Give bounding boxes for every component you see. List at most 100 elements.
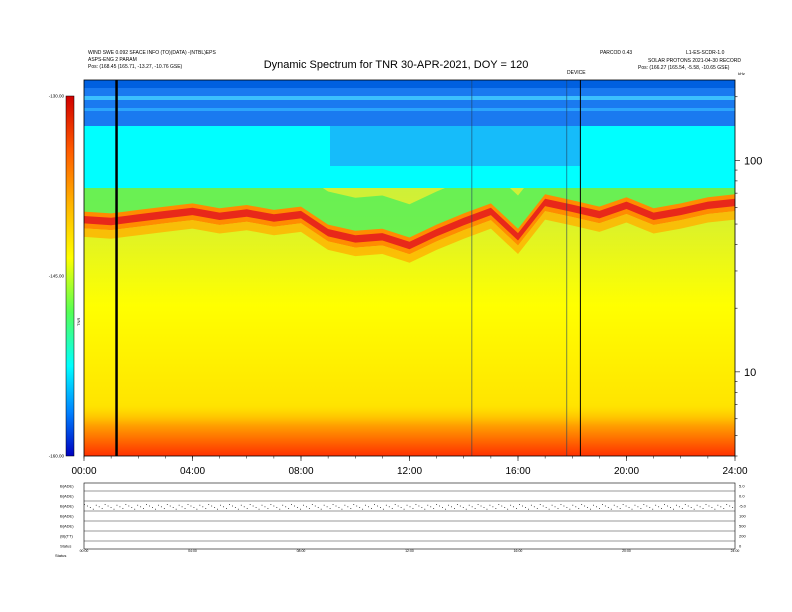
lower-panel-dot [329, 508, 331, 509]
lower-panel-dot [240, 504, 242, 506]
lower-panel-dot [587, 507, 588, 508]
lower-panel-dot [371, 508, 372, 509]
lower-panel-dot [385, 504, 387, 506]
lower-panel-row-label: B(ADE) [60, 514, 74, 519]
lower-panel-dot [415, 504, 417, 505]
colorbar-label: TNR [76, 318, 81, 326]
lower-panel-dot [599, 508, 600, 509]
lower-panel-dot [566, 507, 568, 508]
lower-panel-dot [578, 508, 580, 509]
lower-panel-dot [308, 508, 310, 509]
lower-panel-dot [267, 508, 269, 509]
lower-panel-dot [539, 504, 541, 505]
lower-panel-dot [421, 507, 423, 508]
lower-panel-row-value: 100 [739, 514, 746, 519]
lower-panel-dot [619, 508, 621, 509]
lower-panel-dot [297, 507, 298, 508]
lower-panel-dot [202, 506, 204, 508]
lower-panel-dot [172, 507, 174, 508]
lower-panel-dot [596, 506, 597, 508]
lower-panel-dot [160, 506, 162, 508]
lower-panel-dot [205, 508, 207, 509]
lower-panel-dot [510, 504, 512, 506]
lower-panel-dot [388, 506, 390, 508]
lower-panel-dot [220, 504, 221, 506]
cyan-stripe-2 [84, 108, 735, 111]
lower-panel-dot [134, 508, 136, 510]
lower-panel-dot [368, 506, 369, 508]
lower-panel-dot [166, 504, 168, 505]
lower-panel-dot [714, 508, 716, 510]
y-axis-tick-label: 100 [744, 155, 762, 167]
lower-panel-dot [720, 506, 722, 508]
lower-panel-dot [495, 508, 497, 509]
lower-panel-dot [584, 505, 586, 507]
lower-panel-dot [155, 508, 156, 510]
lower-panel-dot [637, 506, 639, 508]
lower-panel-dot [640, 508, 642, 509]
blue-extension [330, 126, 580, 166]
lower-panel-dot [344, 504, 346, 506]
lower-panel-row-value: 500 [739, 524, 746, 529]
yellow-band-edge [84, 211, 735, 263]
lower-panel-dot [433, 508, 435, 509]
lower-panel-row-label: B(ADE) [60, 484, 74, 489]
lower-panel-dot [382, 508, 384, 510]
lower-panel-dot [110, 507, 112, 508]
lower-panel-dot [311, 504, 313, 505]
lower-panel-dot [519, 504, 520, 505]
lower-panel-dot [726, 504, 728, 505]
lower-panel-dot [249, 504, 251, 505]
lower-panel-dot [86, 505, 88, 507]
lower-panel-row-label: Status [60, 544, 71, 549]
lower-panel-dot [107, 505, 109, 507]
lower-panel-dot [628, 507, 630, 508]
lower-panel-dot [513, 506, 514, 508]
lower-panel-dot [655, 504, 657, 506]
x-axis-tick-label: 16:00 [505, 466, 530, 477]
lower-panel-dot [649, 507, 651, 508]
lower-panel-dot [667, 505, 668, 507]
lower-panel-x-tick-label: 20:00 [622, 549, 631, 553]
lower-panel-x-tick-label: 24:00 [731, 549, 740, 553]
red-band [84, 198, 735, 250]
lower-panel-dot [462, 507, 464, 508]
lower-panel-dot [522, 505, 523, 507]
lower-panel-dot [320, 508, 322, 510]
y-axis-ticks: 10 100 [735, 96, 762, 457]
lower-panel-dot [501, 505, 503, 507]
lower-panel-dot [643, 504, 645, 505]
lower-panel-dot [217, 508, 218, 510]
lower-panel-dot [424, 508, 426, 510]
low-frequency-band [84, 405, 735, 456]
lower-panel-dot [187, 504, 189, 505]
lower-panel-dot [448, 504, 449, 506]
lower-panel-dot [646, 505, 648, 507]
lower-panel-row-value: 0.0 [739, 494, 745, 499]
lower-panel-dot [687, 505, 689, 507]
lower-panel-dot [673, 508, 674, 510]
lower-panel-dot [291, 504, 292, 505]
lower-panel-row-label: (B)(TT) [60, 534, 74, 539]
lower-panel-dot [380, 507, 381, 508]
lower-panel-dot [125, 504, 127, 505]
lower-panel-frame [83, 482, 736, 550]
y-axis-tick-label: 10 [744, 367, 756, 379]
lower-panel-dot [554, 506, 556, 508]
lower-panel-row-value: -5.0 [739, 504, 747, 509]
lower-panel-status-label: Status [55, 553, 66, 558]
lower-panel-dot [131, 507, 133, 508]
lower-panel-dot [430, 506, 432, 508]
lower-panel-dot [459, 505, 461, 507]
lower-panel-dot [676, 504, 677, 506]
lower-panel-dot [211, 505, 213, 507]
lower-panel-dot [356, 505, 358, 507]
lower-panel-dot [711, 507, 713, 508]
lower-panel-dot [128, 505, 130, 507]
lower-panel-dot [282, 504, 284, 506]
lower-panel-dot [563, 505, 565, 507]
header-right-line2: SOLAR PROTONS 2021-04-30 RECORD [648, 58, 741, 64]
lower-panel-dot [181, 506, 183, 508]
lower-panel-dot [525, 507, 526, 508]
